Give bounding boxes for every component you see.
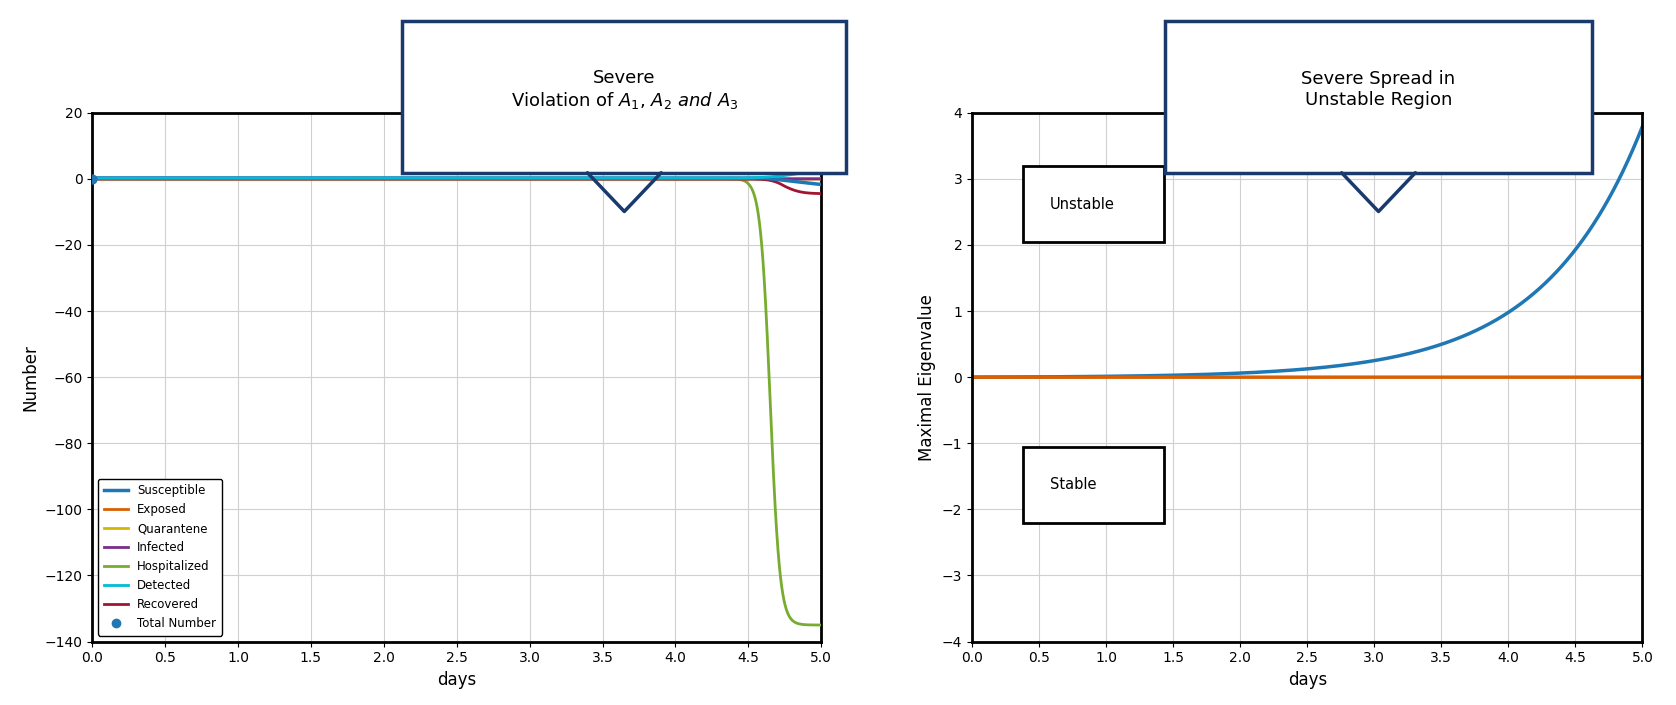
- Bar: [1022, 166, 1163, 242]
- X-axis label: days: days: [1287, 671, 1327, 689]
- Text: Unstable: Unstable: [1049, 197, 1115, 212]
- X-axis label: days: days: [437, 671, 476, 689]
- FancyBboxPatch shape: [402, 21, 846, 173]
- Y-axis label: Maximal Eigenvalue: Maximal Eigenvalue: [918, 294, 937, 460]
- FancyBboxPatch shape: [1165, 21, 1592, 173]
- Text: Stable: Stable: [1049, 477, 1096, 492]
- Text: Severe
Violation of $A_1$, $A_2$ $and$ $A_3$: Severe Violation of $A_1$, $A_2$ $and$ $…: [511, 69, 737, 111]
- Point: [79, 173, 106, 185]
- Text: Severe Spread in
Unstable Region: Severe Spread in Unstable Region: [1302, 70, 1455, 109]
- Bar: [1022, 446, 1163, 522]
- Legend: Susceptible, Exposed, Quarantene, Infected, Hospitalized, Detected, Recovered, T: Susceptible, Exposed, Quarantene, Infect…: [99, 479, 221, 636]
- Y-axis label: Number: Number: [20, 344, 39, 410]
